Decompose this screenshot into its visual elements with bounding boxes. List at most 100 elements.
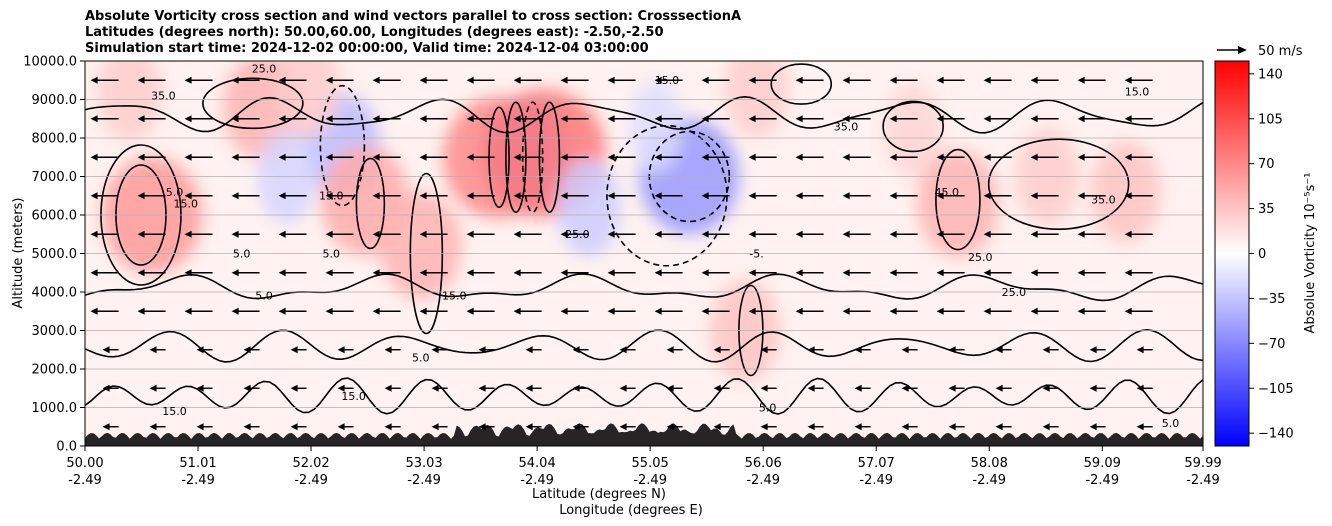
wind-vector-arrow xyxy=(889,269,918,277)
wind-vector-arrow xyxy=(995,384,1012,392)
y-tick-label: 1000.0 xyxy=(32,401,78,416)
wind-vector-arrow xyxy=(184,153,213,161)
wind-vector-arrow xyxy=(760,384,777,392)
wind-vector-arrow xyxy=(936,76,965,84)
wind-vector-arrow xyxy=(842,192,871,200)
y-tick-label: 6000.0 xyxy=(32,209,78,224)
wind-vector-arrow xyxy=(372,192,401,200)
contour-labels: 25.035.05.015.05.05.015.05.015.025.015.0… xyxy=(151,63,1179,430)
wind-vector-arrow xyxy=(478,423,495,431)
wind-vector-arrow xyxy=(572,423,589,431)
wind-vector-arrow xyxy=(936,153,965,161)
wind-vector-arrow xyxy=(231,192,260,200)
wind-vector-arrow xyxy=(654,192,683,200)
contour-line xyxy=(85,377,1203,415)
x-tick-label-lon: -2.49 xyxy=(68,473,102,488)
wind-vector-arrow xyxy=(384,346,401,354)
wind-vector-arrow xyxy=(854,423,871,431)
wind-vector-arrow xyxy=(466,230,495,238)
wind-vector-arrow xyxy=(713,423,730,431)
wind-vector-arrow xyxy=(431,423,448,431)
vorticity-blob xyxy=(556,158,621,257)
wind-vector-arrow xyxy=(807,346,824,354)
y-tick-label: 8000.0 xyxy=(32,132,78,147)
wind-vector-arrow xyxy=(513,230,542,238)
wind-vector-arrow xyxy=(278,76,307,84)
wind-vector-arrow xyxy=(466,115,495,123)
wind-vector-arrow xyxy=(325,115,354,123)
wind-vector-arrow xyxy=(1089,423,1106,431)
wind-vector-arrow xyxy=(419,153,448,161)
quiver-key-label: 50 m/s xyxy=(1258,44,1303,59)
wind-vector-arrow xyxy=(560,153,589,161)
wind-vector-arrow xyxy=(701,192,730,200)
wind-vector-arrow xyxy=(654,76,683,84)
wind-vector-arrow xyxy=(1136,384,1153,392)
wind-vector-arrow xyxy=(713,384,730,392)
wind-vector-arrow xyxy=(1077,307,1106,315)
wind-vector-arrow xyxy=(102,423,119,431)
wind-vector-arrow xyxy=(1077,192,1106,200)
colorbar-tick-label: 35 xyxy=(1258,202,1275,217)
wind-vector-arrow xyxy=(231,115,260,123)
wind-vector-arrow xyxy=(842,269,871,277)
chart-title: Absolute Vorticity cross section and win… xyxy=(85,9,741,57)
wind-vector-arrow xyxy=(372,269,401,277)
title-line-1: Absolute Vorticity cross section and win… xyxy=(85,9,742,24)
wind-vector-arrow xyxy=(748,230,777,238)
wind-vector-arrow xyxy=(372,153,401,161)
contour-label: -5. xyxy=(749,247,763,260)
gridlines xyxy=(85,61,1203,446)
wind-vector-arrow xyxy=(560,307,589,315)
wind-vector-arrow xyxy=(325,307,354,315)
x-tick-label-lon: -2.49 xyxy=(633,473,667,488)
wind-vector-arrow xyxy=(842,307,871,315)
contour-label: 35.0 xyxy=(834,120,859,133)
wind-vector-arrow xyxy=(807,423,824,431)
wind-vector-arrow xyxy=(90,230,119,238)
wind-vector-arrow xyxy=(607,153,636,161)
contour-label: 5.0 xyxy=(759,401,777,414)
wind-vector-arrow xyxy=(983,307,1012,315)
contour-line xyxy=(355,157,386,250)
wind-vector-arrow xyxy=(137,269,166,277)
wind-vector-arrow xyxy=(466,153,495,161)
y-axis: 0.0 1000.0 2000.0 3000.0 4000.0 5000.0 6000.0 7… xyxy=(23,55,85,455)
wind-vector-arrow xyxy=(995,346,1012,354)
wind-vector-arrow xyxy=(90,269,119,277)
wind-vector-arrow xyxy=(607,76,636,84)
contour-line xyxy=(882,100,944,153)
wind-vector-arrow xyxy=(983,153,1012,161)
wind-vector-arrow xyxy=(278,230,307,238)
colorbar-tick-label: −140 xyxy=(1258,427,1294,442)
wind-vector-arrow xyxy=(1030,307,1059,315)
contour-label: 5.0 xyxy=(233,247,251,260)
x-tick-label-lat: 51.01 xyxy=(179,456,216,471)
contour-line xyxy=(85,328,1203,363)
x-tick-label-lat: 57.07 xyxy=(858,456,895,471)
wind-vector-arrow xyxy=(337,423,354,431)
wind-vector-arrow xyxy=(560,115,589,123)
wind-vector-arrow xyxy=(196,346,213,354)
colorbar-gradient xyxy=(1215,61,1249,446)
contour-label: 45.0 xyxy=(934,186,959,199)
y-tick-label: 9000.0 xyxy=(32,93,78,108)
wind-vector-arrow xyxy=(619,346,636,354)
contour-label: 5.0 xyxy=(255,290,273,303)
wind-vector-arrow xyxy=(901,346,918,354)
wind-vector-arrow xyxy=(654,115,683,123)
wind-vector-arrow xyxy=(525,423,542,431)
wind-vector-arrow xyxy=(1077,269,1106,277)
y-tick-label: 0.0 xyxy=(56,440,77,455)
x-tick-label-lon: -2.49 xyxy=(294,473,328,488)
wind-vector-arrow xyxy=(384,384,401,392)
wind-vector-arrow xyxy=(748,307,777,315)
wind-vector-arrow xyxy=(889,76,918,84)
vorticity-blob xyxy=(379,192,462,300)
wind-vector-arrow xyxy=(607,307,636,315)
wind-vector-arrow xyxy=(372,76,401,84)
contour-label: 5.0 xyxy=(1162,417,1180,430)
x-tick-label-lat: 56.06 xyxy=(745,456,782,471)
wind-vector-arrow xyxy=(654,153,683,161)
colorbar-tick-label: 140 xyxy=(1258,67,1283,82)
